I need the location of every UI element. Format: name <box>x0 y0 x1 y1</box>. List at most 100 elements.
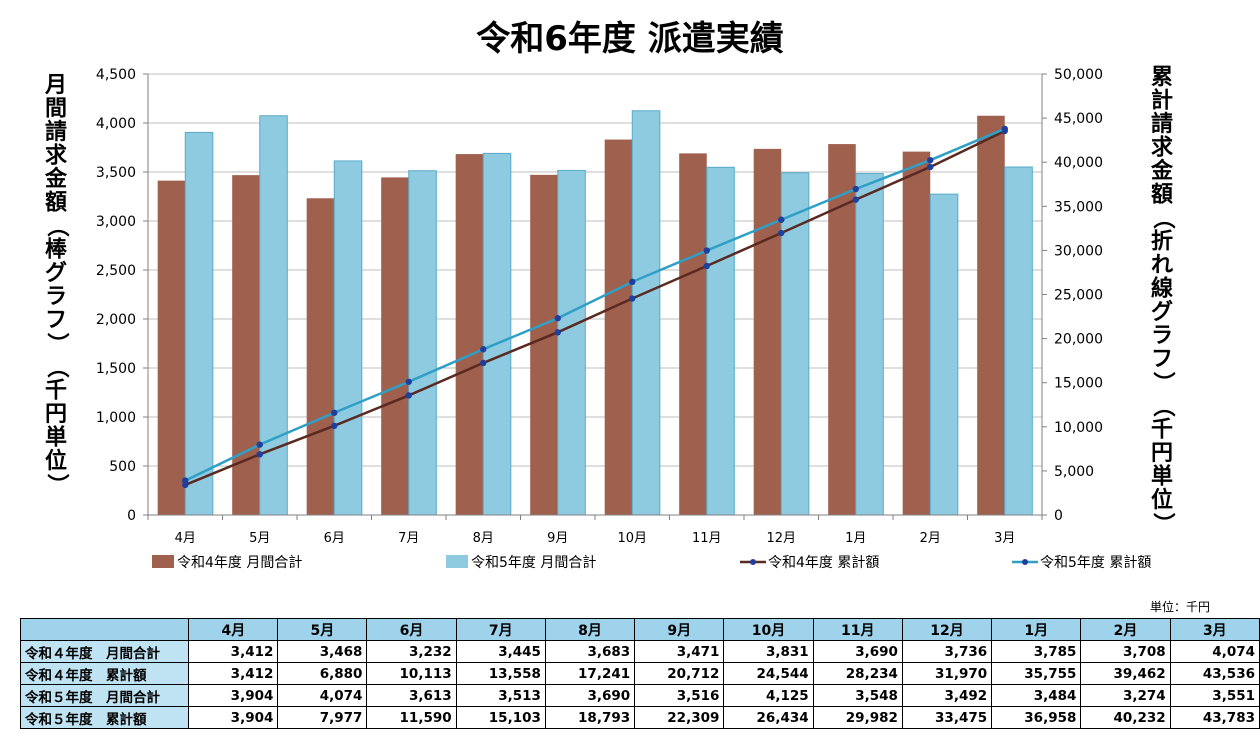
bar <box>157 180 186 515</box>
line-point <box>852 196 859 203</box>
lines <box>182 125 1008 489</box>
y-axis-label-char: 単 <box>45 425 67 451</box>
chart: 令和6年度 派遣実績 0 500 1,000 1,500 2,000 2,500 3,000… <box>44 19 1175 571</box>
bar <box>604 139 633 515</box>
table-cell: 33,475 <box>901 706 993 729</box>
y-tick-label-left: 4,500 <box>96 67 136 83</box>
table-cell: 3,484 <box>991 684 1082 707</box>
line-point <box>927 156 934 164</box>
table-cell: 24,544 <box>723 662 814 685</box>
legend-label: 令和4年度 月間合計 <box>177 555 302 571</box>
table-row-label: 令和５年度 月間合計 <box>19 684 190 707</box>
y-axis-label-char: （ <box>1150 207 1175 229</box>
table-cell: 29,982 <box>812 706 903 729</box>
line-point <box>331 422 338 430</box>
table-column-header: 8月 <box>544 618 636 641</box>
y-axis-label-char: 間 <box>45 97 67 122</box>
line-point <box>629 295 636 302</box>
y-tick-label-left: 0 <box>127 508 136 524</box>
series-line <box>184 129 1006 487</box>
table-cell: 3,492 <box>901 684 993 707</box>
bar <box>232 175 260 516</box>
bar <box>530 174 558 516</box>
y-axis-label-char: フ <box>1151 347 1173 372</box>
table-row: 令和５年度 累計額 3,904 7,977 11,590 15,103 18,793 22,… <box>19 706 1260 729</box>
table-cell: 3,613 <box>366 684 457 707</box>
y-axis-label-char: 千 <box>1151 418 1173 443</box>
y-axis-label-char: 求 <box>45 144 67 169</box>
legend: 令和4年度 月間合計 令和5年度 月間合計 令和4年度 累計額 令和5年度 累計額 <box>152 555 1151 571</box>
unit-note: 単位：千円 <box>1150 600 1211 614</box>
table-column-header: 6月 <box>366 618 457 641</box>
table-row: 令和４年度 累計額 3,412 6,880 10,113 13,558 17,241 20,… <box>19 662 1260 685</box>
table-cell: 26,434 <box>723 706 814 729</box>
line-point <box>778 216 785 223</box>
bar <box>753 148 782 515</box>
line-point <box>405 392 412 399</box>
y-axis-label-char: 金 <box>44 166 68 192</box>
y-tick-label-right: 5,000 <box>1054 464 1094 480</box>
y-axis-label-char: ） <box>44 473 69 495</box>
table-column-header: 5月 <box>277 618 368 641</box>
y-tick-label-right: 35,000 <box>1054 199 1103 215</box>
x-tick-label: 9月 <box>547 531 568 546</box>
table-cell: 22,309 <box>634 706 725 729</box>
table-cell: 17,241 <box>544 662 636 685</box>
bar <box>855 173 884 516</box>
x-tick-label: 3月 <box>994 531 1015 546</box>
y-axis-label-char: （ <box>44 215 69 237</box>
legend-label: 令和4年度 累計額 <box>768 555 879 571</box>
table-cell: 3,736 <box>901 640 993 663</box>
table-cell: 3,471 <box>634 640 725 663</box>
bar <box>333 160 363 516</box>
table-cell: 3,683 <box>544 640 636 663</box>
bar <box>381 177 409 515</box>
y-axis-label-char: 請 <box>45 119 67 145</box>
table-cell: 3,548 <box>812 684 903 707</box>
table-cell: 3,274 <box>1080 684 1171 707</box>
table-row: 令和４年度 月間合計 3,412 3,468 3,232 3,445 3,683 3,471… <box>19 640 1260 663</box>
bar <box>631 110 661 516</box>
table-header-row: 4月 5月 6月 7月 8月 9月 10月 11月 12月 1月 2月 3月 <box>19 618 1260 641</box>
y-axis-label-char: ラ <box>1151 324 1173 349</box>
y-tick-label-right: 20,000 <box>1054 332 1103 348</box>
y-axis-label-char: 金 <box>1150 158 1174 184</box>
line-point <box>256 451 263 458</box>
legend-swatch <box>446 555 468 568</box>
table-cell: 3,690 <box>544 684 636 707</box>
x-tick-label: 12月 <box>766 531 796 546</box>
table-column-header: 12月 <box>901 618 993 641</box>
table-cell: 3,904 <box>188 706 279 729</box>
legend-marker <box>1022 559 1028 565</box>
y-axis-label-char: 棒 <box>45 238 68 263</box>
table-cell: 3,468 <box>277 640 368 663</box>
line-point <box>480 359 487 367</box>
table-cell: 3,785 <box>991 640 1082 663</box>
y-axis-label-char: 請 <box>1151 111 1173 137</box>
legend-marker <box>750 559 756 565</box>
grid <box>148 73 1042 516</box>
y-tick-label-left: 2,500 <box>96 263 136 279</box>
table-cell: 40,232 <box>1080 706 1171 729</box>
y-tick-label-left: 500 <box>109 459 136 475</box>
y-axis-label-char: 累 <box>1151 65 1173 90</box>
x-tick-label: 8月 <box>473 531 494 546</box>
table-cell: 43,536 <box>1169 662 1260 685</box>
x-tick-label: 11月 <box>692 531 722 546</box>
y-axis-label-char: 円 <box>1151 441 1173 466</box>
table-cell: 3,412 <box>188 640 279 663</box>
line-point <box>703 247 710 254</box>
y-axis-label-char: 折 <box>1151 230 1173 255</box>
y-axis-label-char: グ <box>1151 299 1173 325</box>
y-axis-label-char: ラ <box>45 285 67 310</box>
bar <box>557 169 586 516</box>
table-cell: 4,074 <box>277 684 368 707</box>
line-point <box>182 477 189 484</box>
bar <box>706 166 735 516</box>
table-cell: 4,125 <box>723 684 814 707</box>
bar <box>679 153 707 515</box>
bar <box>184 131 214 516</box>
y-tick-label-right: 30,000 <box>1054 243 1103 259</box>
legend-swatch <box>152 555 174 568</box>
table-cell: 10,113 <box>366 662 457 685</box>
